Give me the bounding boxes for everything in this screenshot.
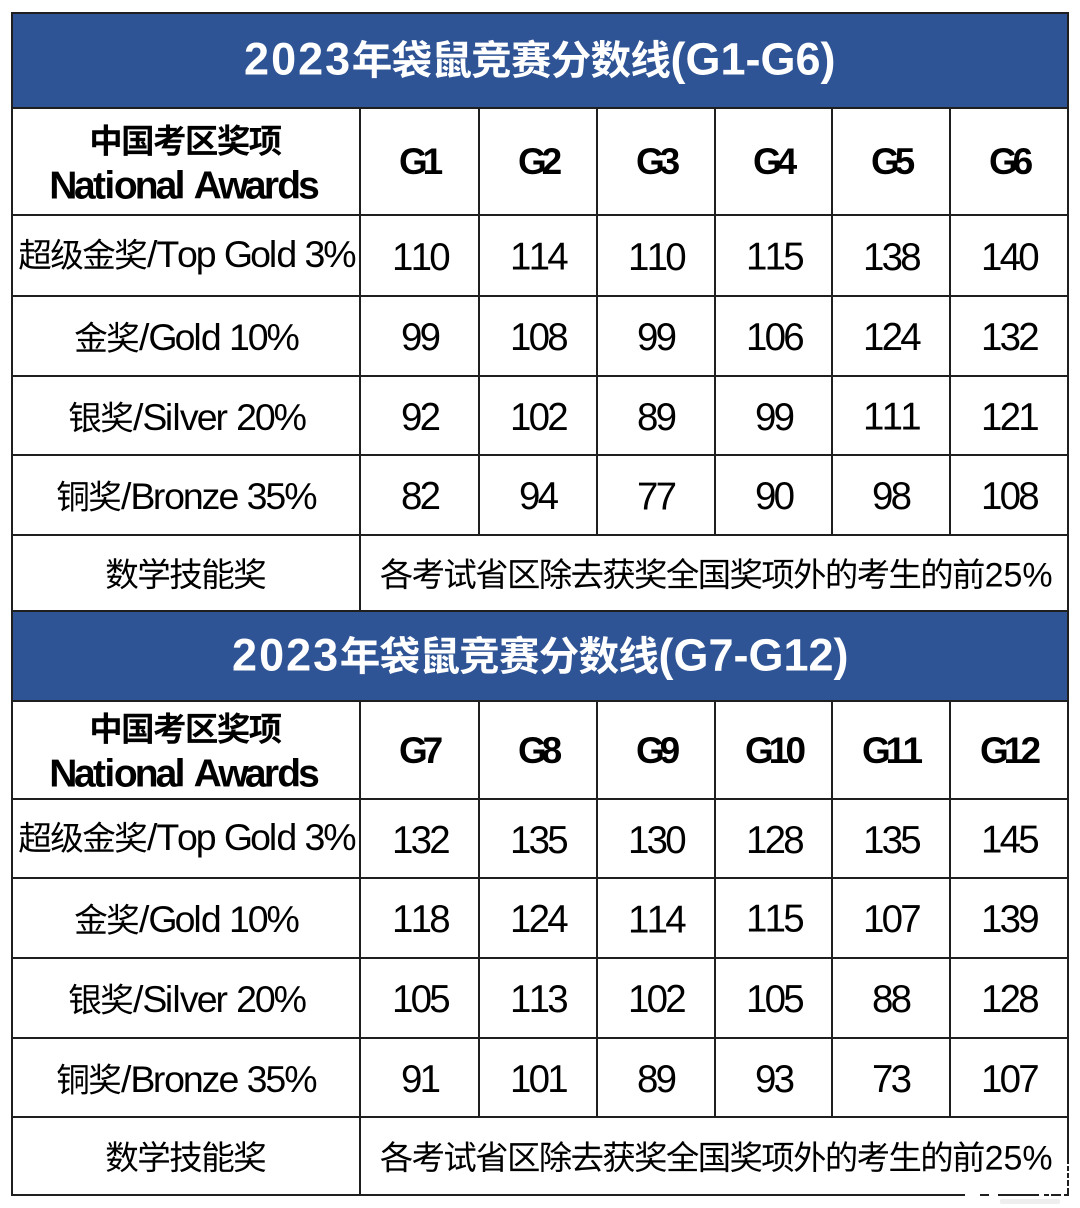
svg-text:82: 82 [401, 475, 441, 518]
svg-text:/Silver 20%: /Silver 20% [133, 396, 307, 438]
svg-text:101: 101 [510, 1057, 569, 1100]
svg-text:/Top Gold 3%: /Top Gold 3% [147, 816, 357, 858]
svg-text:25%: 25% [984, 1139, 1052, 1177]
svg-text:G12: G12 [980, 729, 1041, 770]
svg-text:108: 108 [510, 316, 569, 359]
svg-text:77: 77 [637, 475, 677, 518]
svg-text:138: 138 [863, 235, 922, 278]
svg-text:G4: G4 [753, 141, 798, 182]
svg-text:139: 139 [981, 898, 1040, 941]
svg-text:108: 108 [981, 475, 1040, 518]
svg-text:National Awards: National Awards [49, 753, 320, 796]
svg-text:(G7-G12): (G7-G12) [658, 629, 848, 680]
svg-text:89: 89 [637, 395, 677, 438]
svg-text:91: 91 [401, 1057, 441, 1100]
svg-text:121: 121 [981, 396, 1040, 439]
svg-text:107: 107 [863, 898, 922, 941]
svg-text:105: 105 [392, 978, 451, 1021]
svg-text:106: 106 [746, 316, 805, 359]
svg-text:124: 124 [863, 316, 922, 359]
svg-text:115: 115 [746, 235, 805, 278]
svg-text:(G1-G6): (G1-G6) [671, 33, 836, 84]
svg-text:145: 145 [981, 818, 1040, 861]
svg-text:G11: G11 [862, 729, 923, 770]
svg-text:89: 89 [637, 1057, 677, 1100]
svg-text:/Bronze 35%: /Bronze 35% [121, 1058, 317, 1100]
svg-text:118: 118 [392, 898, 451, 941]
svg-text:124: 124 [510, 898, 569, 941]
svg-text:73: 73 [872, 1057, 912, 1100]
svg-text:110: 110 [392, 235, 451, 278]
svg-text:115: 115 [746, 898, 805, 941]
svg-text:G7: G7 [399, 729, 443, 770]
svg-text:G5: G5 [871, 141, 915, 182]
svg-text:135: 135 [510, 818, 569, 861]
svg-text:128: 128 [746, 818, 805, 861]
svg-text:G10: G10 [745, 729, 806, 770]
svg-text:88: 88 [872, 978, 912, 1021]
svg-text:25%: 25% [984, 556, 1052, 594]
svg-text:90: 90 [755, 475, 795, 518]
svg-text:99: 99 [401, 316, 441, 359]
svg-text:130: 130 [628, 818, 687, 861]
svg-text:94: 94 [519, 475, 559, 518]
svg-text:114: 114 [510, 235, 569, 278]
svg-text:107: 107 [981, 1057, 1040, 1100]
svg-text:G3: G3 [636, 141, 680, 182]
svg-text:113: 113 [510, 978, 569, 1021]
svg-text:2023: 2023 [232, 629, 338, 680]
svg-text:/Gold 10%: /Gold 10% [139, 316, 300, 358]
svg-text:G6: G6 [989, 141, 1033, 182]
svg-text:G1: G1 [399, 141, 443, 182]
svg-text:105: 105 [746, 978, 805, 1021]
svg-text:99: 99 [755, 395, 795, 438]
svg-text:/Top Gold 3%: /Top Gold 3% [147, 233, 357, 275]
svg-text:132: 132 [981, 316, 1040, 359]
svg-text:135: 135 [863, 818, 922, 861]
svg-text:102: 102 [510, 395, 569, 438]
svg-text:National Awards: National Awards [49, 164, 320, 207]
svg-text:99: 99 [637, 316, 677, 359]
svg-text:/Silver 20%: /Silver 20% [133, 978, 307, 1020]
svg-text:2023: 2023 [244, 33, 350, 84]
svg-text:G2: G2 [518, 141, 562, 182]
svg-text:/Bronze 35%: /Bronze 35% [121, 475, 317, 517]
svg-text:132: 132 [392, 818, 451, 861]
svg-text:102: 102 [628, 978, 687, 1021]
svg-text:111: 111 [863, 395, 922, 438]
svg-text:93: 93 [755, 1057, 795, 1100]
svg-text:114: 114 [628, 898, 687, 941]
svg-text:110: 110 [628, 235, 687, 278]
svg-text:G9: G9 [636, 729, 680, 770]
svg-text:128: 128 [981, 978, 1040, 1021]
svg-text:G8: G8 [518, 729, 562, 770]
svg-text:140: 140 [981, 235, 1040, 278]
svg-text:92: 92 [401, 395, 441, 438]
svg-text:98: 98 [872, 475, 912, 518]
svg-text:/Gold 10%: /Gold 10% [139, 898, 300, 940]
